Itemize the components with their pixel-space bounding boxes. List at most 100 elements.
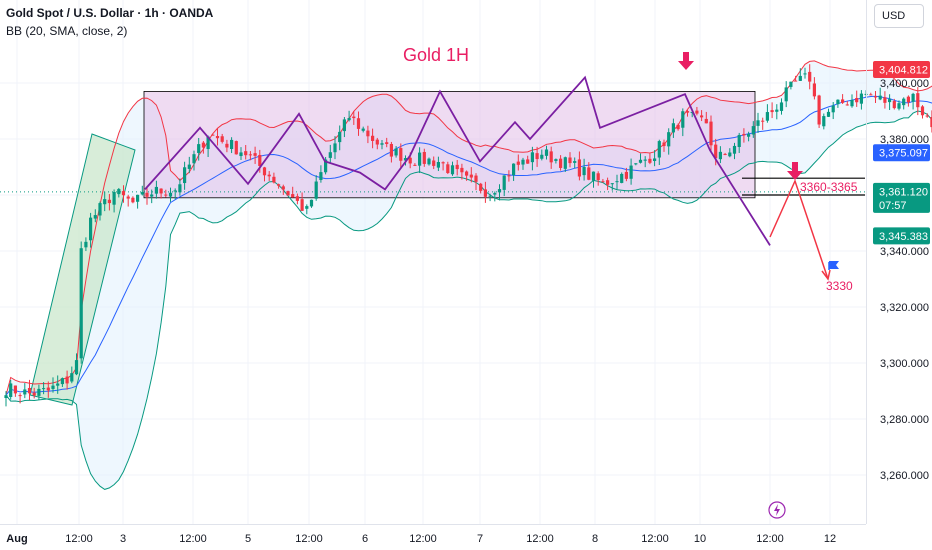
candle (516, 161, 520, 165)
candle (253, 153, 257, 156)
candle (159, 188, 163, 194)
candle (140, 192, 144, 195)
candle (530, 152, 534, 163)
candle (244, 151, 248, 156)
lightning-bolt-icon (774, 504, 780, 516)
candle (676, 124, 680, 130)
candle (587, 167, 591, 180)
candle (662, 142, 666, 147)
candle (794, 80, 798, 82)
candle (916, 93, 920, 108)
candle (183, 167, 187, 184)
candle (685, 111, 690, 113)
candle (305, 206, 309, 209)
candle (906, 96, 910, 103)
candle (37, 388, 41, 396)
x-tick-label: 12:00 (641, 533, 669, 545)
candle (352, 116, 356, 119)
candle (375, 139, 379, 145)
candle (577, 159, 581, 177)
candle (873, 96, 878, 98)
candle (408, 157, 412, 164)
candle (822, 116, 826, 127)
candle (333, 143, 337, 153)
projection-path (769, 178, 829, 280)
countdown-label: 07:57 (879, 200, 907, 212)
candle (507, 175, 511, 177)
candle (465, 171, 469, 176)
candle (582, 166, 586, 176)
candle (596, 173, 600, 181)
wave-path (144, 75, 771, 246)
candle (126, 196, 130, 199)
candle (488, 195, 492, 197)
candle (380, 143, 384, 145)
candle (728, 152, 732, 157)
down-arrow-icon (787, 162, 803, 180)
candle (709, 121, 713, 146)
candle (610, 183, 614, 185)
annotation-label: 3360-3365 (800, 180, 858, 194)
candle (258, 154, 262, 166)
candle (798, 75, 802, 81)
candle (549, 151, 553, 163)
candle (620, 173, 624, 183)
candle (178, 184, 182, 193)
candle (681, 111, 685, 128)
y-tick-label: 3,280.000 (880, 414, 929, 426)
candle (281, 186, 285, 190)
candle (46, 387, 50, 391)
candle (84, 241, 88, 248)
candle (493, 193, 497, 195)
chart-title: Gold 1H (403, 45, 469, 65)
candle (328, 152, 332, 158)
candle (700, 115, 704, 118)
candle (450, 165, 455, 175)
candle (643, 159, 647, 161)
candle (855, 98, 859, 103)
candle (779, 102, 784, 111)
candle (638, 159, 643, 163)
y-tick-label: 3,320.000 (880, 302, 929, 314)
candle (361, 128, 365, 131)
indicator-legend[interactable]: BB (20, SMA, close, 2) (6, 24, 128, 38)
candle (559, 158, 563, 168)
candle (512, 163, 516, 176)
price-label-box (873, 61, 930, 79)
time-axis-separator (0, 524, 866, 525)
y-tick-label: 3,380.000 (880, 134, 929, 146)
candle (784, 87, 788, 102)
price-axis-separator (866, 0, 867, 524)
candle (60, 378, 64, 385)
candle (521, 159, 525, 165)
price-label: 3,361.120 (879, 186, 928, 198)
currency-button[interactable]: USD (874, 4, 924, 28)
candle (121, 191, 126, 196)
candle (892, 100, 896, 109)
candle (291, 194, 295, 198)
candle (136, 194, 140, 202)
candle (606, 180, 610, 185)
y-tick-label: 3,340.000 (880, 246, 929, 258)
candle (4, 395, 8, 398)
candle (836, 99, 840, 105)
candle (930, 117, 932, 128)
candle (497, 189, 502, 193)
candle (573, 161, 577, 163)
candle (831, 105, 835, 113)
candle (230, 139, 234, 150)
y-tick-label: 3,400.000 (880, 78, 929, 90)
x-tick-label: 12:00 (409, 533, 437, 545)
candle (474, 175, 478, 182)
candle (366, 130, 370, 137)
candle (225, 143, 229, 148)
candle (239, 152, 243, 157)
candle (789, 81, 793, 87)
candle (9, 383, 13, 397)
symbol-title[interactable]: Gold Spot / U.S. Dollar · 1h · OANDA (6, 6, 214, 20)
candle (324, 159, 328, 173)
candle (629, 165, 633, 179)
candle (657, 141, 661, 158)
candle (902, 98, 906, 106)
